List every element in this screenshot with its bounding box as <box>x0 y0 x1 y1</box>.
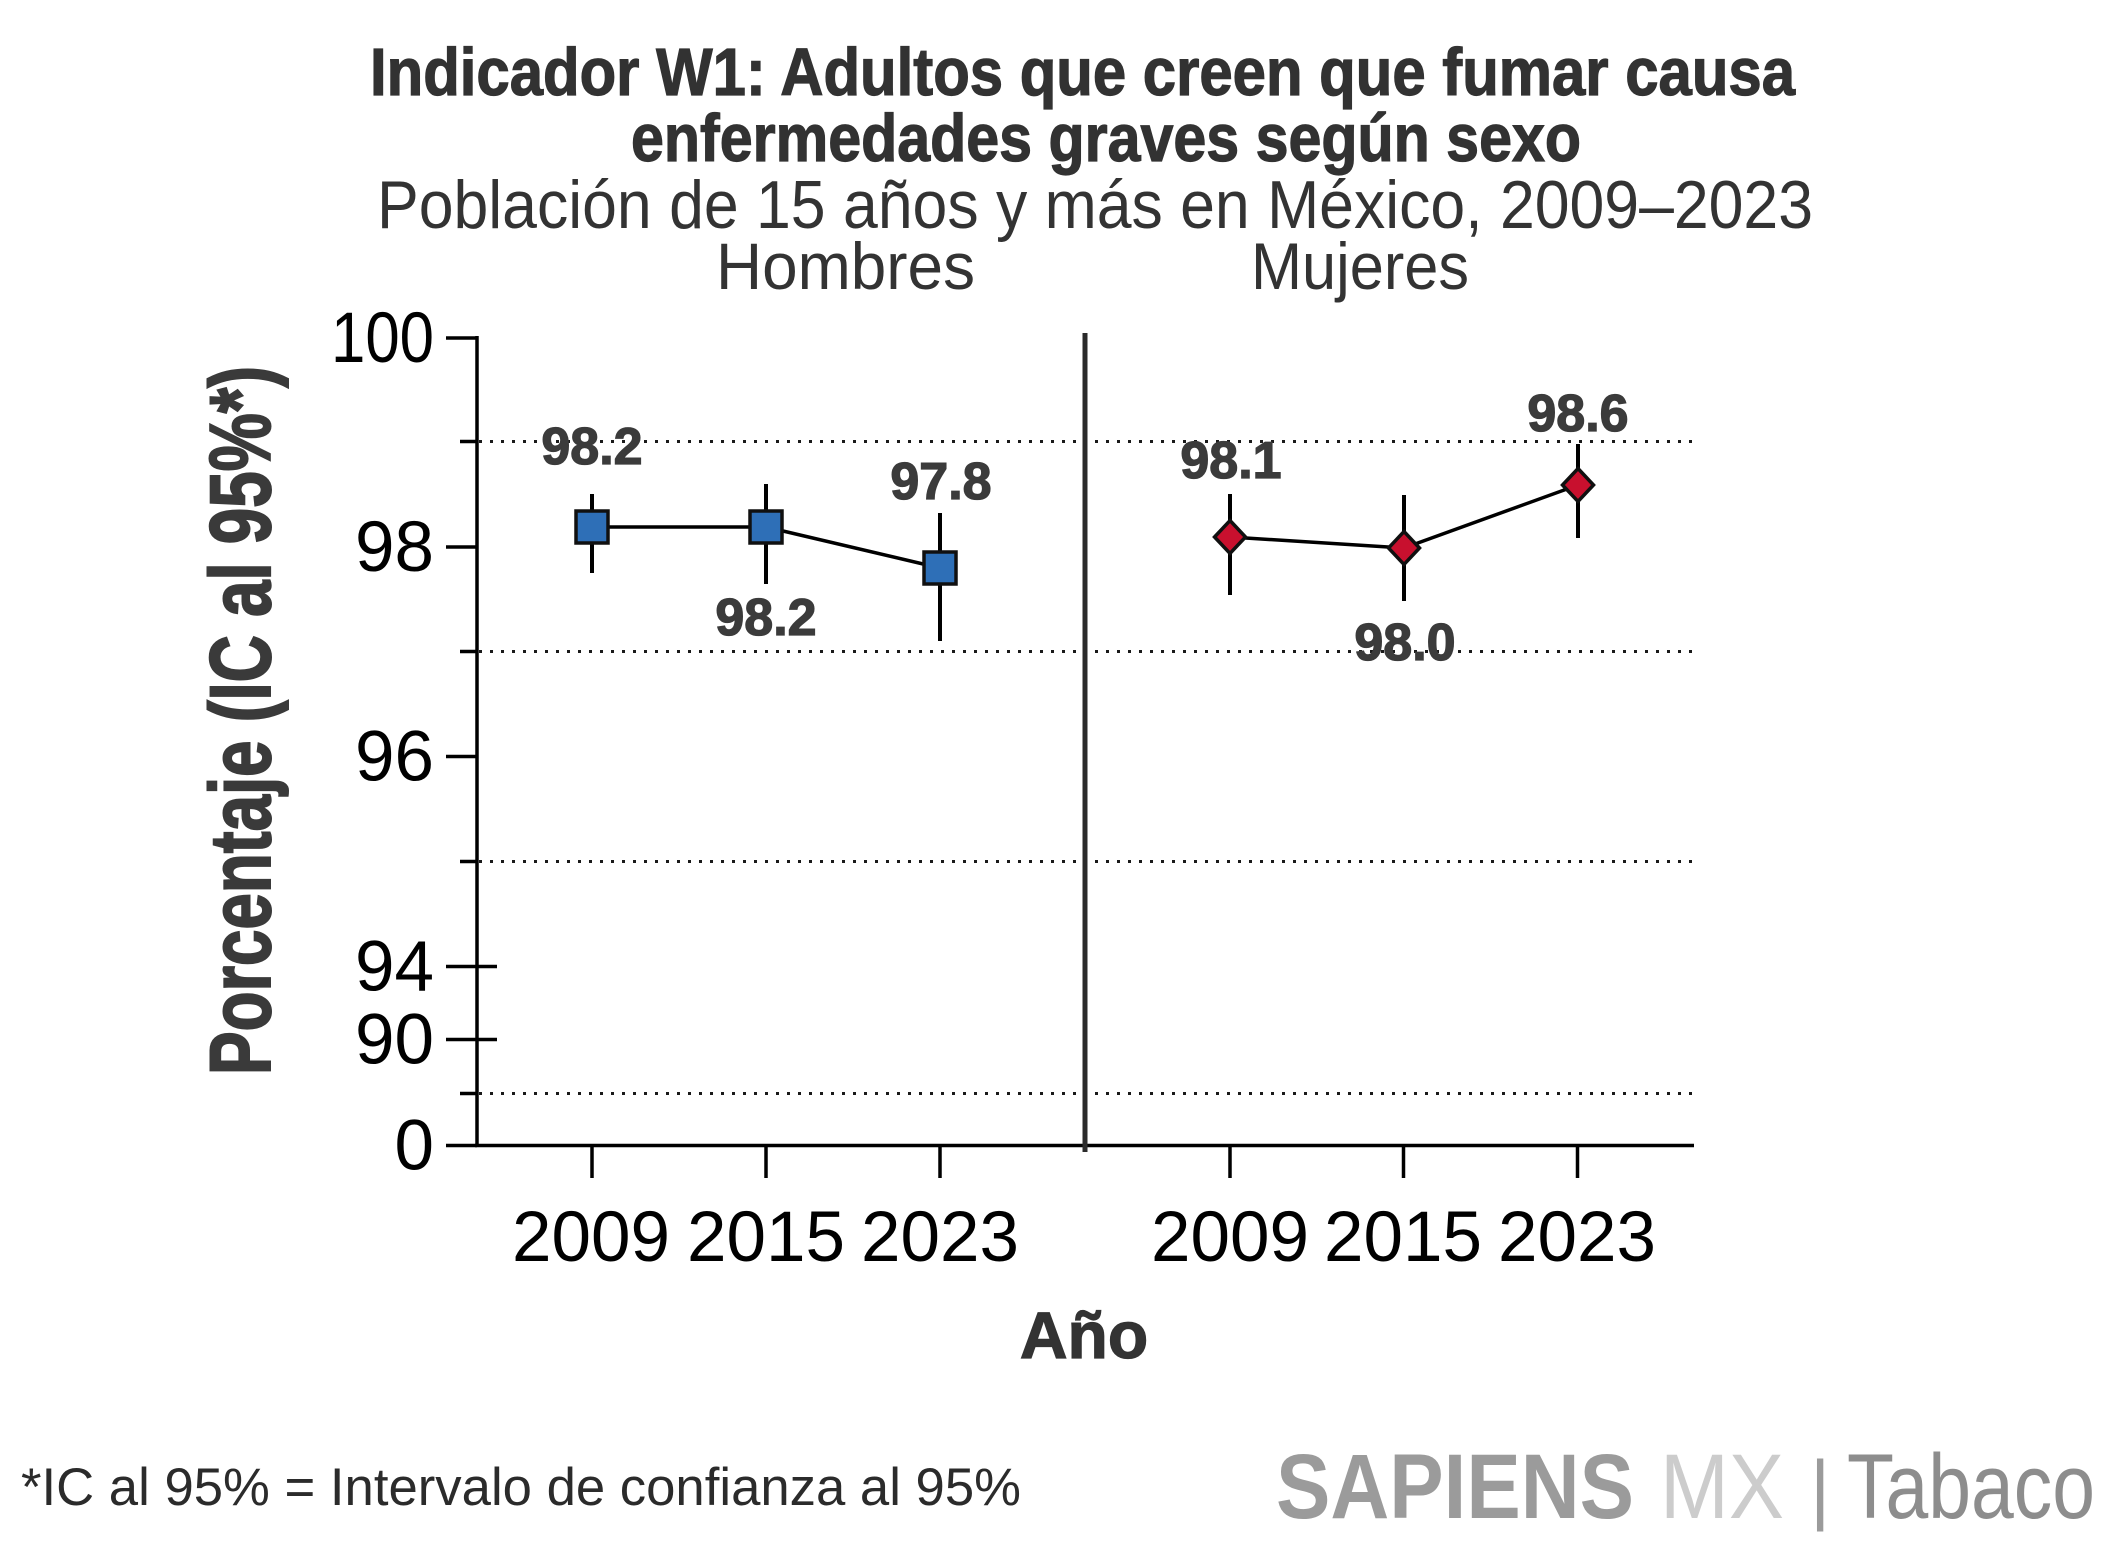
svg-text:97.8: 97.8 <box>890 453 991 511</box>
svg-text:0: 0 <box>395 1107 435 1186</box>
svg-text:Año: Año <box>1020 1298 1148 1372</box>
svg-text:2023: 2023 <box>1498 1198 1656 1277</box>
svg-text:enfermedades graves según sexo: enfermedades graves según sexo <box>631 101 1581 176</box>
svg-text:98.1: 98.1 <box>1180 432 1281 490</box>
svg-text:|: | <box>1810 1444 1830 1532</box>
svg-text:Mujeres: Mujeres <box>1251 229 1469 303</box>
svg-text:2015: 2015 <box>1324 1198 1482 1277</box>
svg-text:100: 100 <box>331 299 434 378</box>
svg-text:Tabaco: Tabaco <box>1847 1436 2095 1538</box>
svg-text:2009: 2009 <box>512 1198 670 1277</box>
svg-text:96: 96 <box>355 718 434 797</box>
svg-text:Indicador W1: Adultos que cree: Indicador W1: Adultos que creen que fuma… <box>370 35 1796 110</box>
svg-text:2023: 2023 <box>861 1198 1019 1277</box>
svg-text:98.2: 98.2 <box>715 589 816 647</box>
svg-text:*IC al 95% = Intervalo de conf: *IC al 95% = Intervalo de confianza al 9… <box>21 1458 1021 1517</box>
svg-text:2009: 2009 <box>1151 1198 1309 1277</box>
svg-text:98.0: 98.0 <box>1354 614 1455 672</box>
svg-text:Porcentaje (IC al 95%*): Porcentaje (IC al 95%*) <box>193 366 289 1075</box>
svg-text:SAPIENS: SAPIENS <box>1276 1436 1634 1538</box>
svg-text:94: 94 <box>355 928 434 1007</box>
svg-text:Población de 15 años y más en: Población de 15 años y más en México, 20… <box>377 167 1813 243</box>
svg-text:98.6: 98.6 <box>1527 385 1628 443</box>
svg-text:98: 98 <box>355 508 434 587</box>
svg-text:2015: 2015 <box>687 1198 845 1277</box>
svg-text:Hombres: Hombres <box>716 229 975 303</box>
svg-text:98.2: 98.2 <box>541 418 642 476</box>
svg-text:MX: MX <box>1660 1436 1784 1538</box>
svg-text:90: 90 <box>355 1001 434 1080</box>
